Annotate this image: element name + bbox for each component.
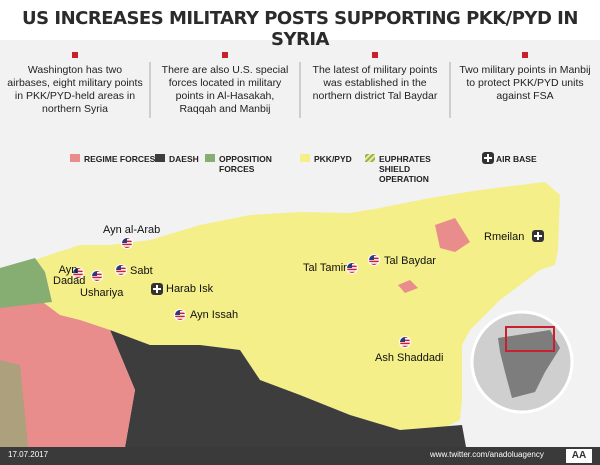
place-label: Harab Isk (166, 283, 214, 295)
region-opposition (0, 258, 52, 308)
place-label: Tal Baydar (384, 255, 436, 267)
airbase-plane (153, 285, 161, 293)
note-text: There are also U.S. special forces locat… (161, 64, 289, 115)
legend-label: REGIME FORCES (84, 154, 156, 164)
footer-source: www.twitter.com/anadoluagency (430, 450, 544, 459)
note-text: Washington has two airbases, eight milit… (7, 64, 143, 115)
note-marker (222, 52, 228, 58)
place-label: Ushariya (80, 287, 124, 299)
note-marker (372, 52, 378, 58)
legend-swatch (365, 154, 375, 162)
footer-date: 17.07.2017 (8, 450, 49, 459)
region-daesh (110, 330, 466, 447)
note-text: The latest of military points was establ… (312, 64, 438, 102)
region-regime (398, 280, 418, 293)
flag-marker (174, 309, 186, 321)
place-label: Sabt (130, 265, 153, 277)
legend-label: AIR BASE (496, 154, 537, 164)
region-pkk (0, 182, 560, 430)
logo-box (566, 449, 592, 463)
flag-marker (72, 267, 84, 279)
legend-icon-plane (484, 154, 492, 162)
flag-marker (115, 264, 127, 276)
legend-swatch (300, 154, 310, 162)
place-label: Tal Tamir (303, 262, 347, 274)
title: US INCREASES MILITARY POSTS SUPPORTING P… (22, 8, 578, 50)
flag-marker (399, 336, 411, 348)
legend-label: DAESH (169, 154, 199, 164)
airbase-plane (534, 232, 542, 240)
region-opposition (0, 360, 28, 447)
region-regime (435, 218, 470, 252)
place-label: Ayn al-Arab (103, 224, 161, 236)
title-band (0, 0, 600, 40)
flag-marker (121, 237, 133, 249)
note-marker (522, 52, 528, 58)
legend-label: OPPOSITION FORCES (219, 154, 272, 174)
legend-label: PKK/PYD (314, 154, 352, 164)
place-label: Ayn Issah (190, 309, 239, 321)
footer-bar (0, 447, 600, 465)
place-label: Ayn Dadad (53, 264, 86, 287)
legend-swatch (205, 154, 215, 162)
note-marker (72, 52, 78, 58)
logo: AA (571, 450, 587, 461)
place-label: Rmeilan (484, 231, 525, 243)
legend-label: EUPHRATES SHIELD OPERATION (379, 154, 431, 184)
legend-swatch (70, 154, 80, 162)
flag-marker (91, 270, 103, 282)
region-regime (0, 300, 135, 447)
flag-marker (368, 254, 380, 266)
legend-swatch (155, 154, 165, 162)
flag-marker (346, 262, 358, 274)
inset (470, 310, 574, 414)
note-text: Two military points in Manbij to protect… (459, 64, 591, 102)
place-label: Ash Shaddadi (375, 352, 444, 364)
